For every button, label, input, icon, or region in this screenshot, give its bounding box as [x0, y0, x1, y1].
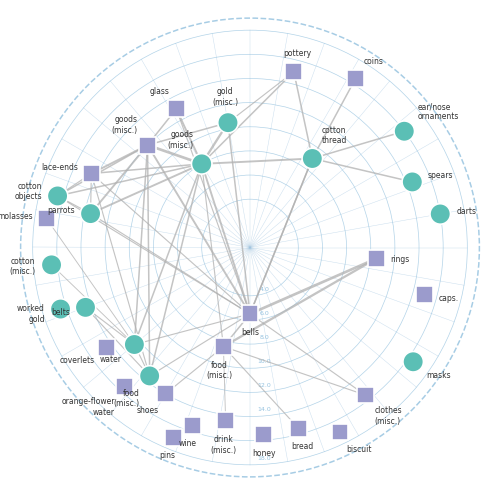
Text: darts: darts [456, 206, 476, 216]
Text: coins: coins [363, 57, 383, 66]
Text: rings: rings [390, 255, 410, 264]
Text: coverlets: coverlets [60, 356, 94, 365]
Text: drink
(misc.): drink (misc.) [210, 435, 236, 454]
Bar [164, 429, 182, 446]
Circle shape [75, 297, 96, 318]
Text: belts: belts [52, 308, 70, 317]
Circle shape [48, 186, 68, 206]
Text: gold
(misc.): gold (misc.) [212, 87, 238, 106]
Text: masks: masks [426, 371, 451, 380]
Text: 14.0: 14.0 [258, 407, 272, 412]
Text: ear/nose
ornaments: ear/nose ornaments [418, 102, 459, 121]
Bar [368, 250, 384, 267]
Circle shape [80, 203, 101, 224]
Text: 18.0: 18.0 [258, 456, 272, 461]
Text: caps.: caps. [439, 294, 459, 302]
Text: 8.0: 8.0 [260, 335, 270, 340]
Circle shape [192, 153, 212, 174]
Text: 12.0: 12.0 [258, 383, 272, 388]
Text: shoes: shoes [136, 406, 158, 415]
Text: bread: bread [291, 442, 314, 451]
Bar [286, 63, 302, 80]
Text: water: water [100, 355, 122, 364]
Text: molasses: molasses [0, 212, 32, 221]
Text: cotton
objects: cotton objects [14, 182, 42, 201]
Text: pottery: pottery [284, 49, 312, 58]
Circle shape [140, 366, 160, 386]
Circle shape [124, 334, 144, 355]
Bar [416, 286, 434, 303]
Bar [184, 417, 200, 434]
Text: orange-flower
water: orange-flower water [62, 397, 115, 417]
Circle shape [42, 254, 62, 275]
Bar [347, 70, 364, 87]
Text: cotton
(misc.): cotton (misc.) [9, 256, 36, 276]
Bar [168, 100, 185, 117]
Circle shape [394, 121, 414, 142]
Circle shape [402, 172, 422, 192]
Text: clothes
(misc.): clothes (misc.) [374, 406, 402, 426]
Text: wine: wine [178, 439, 196, 448]
Bar [254, 426, 272, 443]
Text: food
(misc.): food (misc.) [114, 389, 140, 408]
Circle shape [218, 112, 238, 133]
Text: 10.0: 10.0 [258, 359, 272, 364]
Circle shape [50, 299, 71, 319]
Text: goods
(misc.): goods (misc.) [168, 130, 194, 150]
Text: 6.0: 6.0 [260, 311, 270, 316]
Bar [98, 340, 115, 356]
Bar [217, 412, 234, 429]
Text: glass: glass [150, 87, 170, 96]
Bar [83, 165, 100, 182]
Text: spears: spears [428, 171, 453, 180]
Bar [38, 210, 55, 227]
Bar [139, 137, 156, 153]
Text: honey: honey [252, 448, 276, 458]
Text: parrots: parrots [47, 206, 74, 215]
Text: biscuit: biscuit [346, 445, 372, 454]
Text: worked
gold: worked gold [17, 304, 45, 324]
Bar [332, 424, 348, 441]
Text: food
(misc.): food (misc.) [206, 361, 233, 380]
Circle shape [430, 204, 450, 224]
Bar [215, 338, 232, 355]
Bar [116, 378, 133, 395]
Bar [242, 305, 258, 322]
Text: cotton
thread: cotton thread [322, 126, 347, 145]
Text: 4.0: 4.0 [260, 287, 270, 292]
Text: lace-ends: lace-ends [42, 163, 78, 172]
Text: pins: pins [160, 451, 176, 460]
Text: bells: bells [241, 328, 259, 338]
Circle shape [302, 148, 322, 169]
Bar [157, 386, 174, 402]
Bar [290, 420, 307, 437]
Bar [357, 387, 374, 403]
Text: goods
(misc.): goods (misc.) [111, 115, 138, 135]
Text: 16.0: 16.0 [258, 432, 272, 437]
Circle shape [403, 351, 423, 372]
